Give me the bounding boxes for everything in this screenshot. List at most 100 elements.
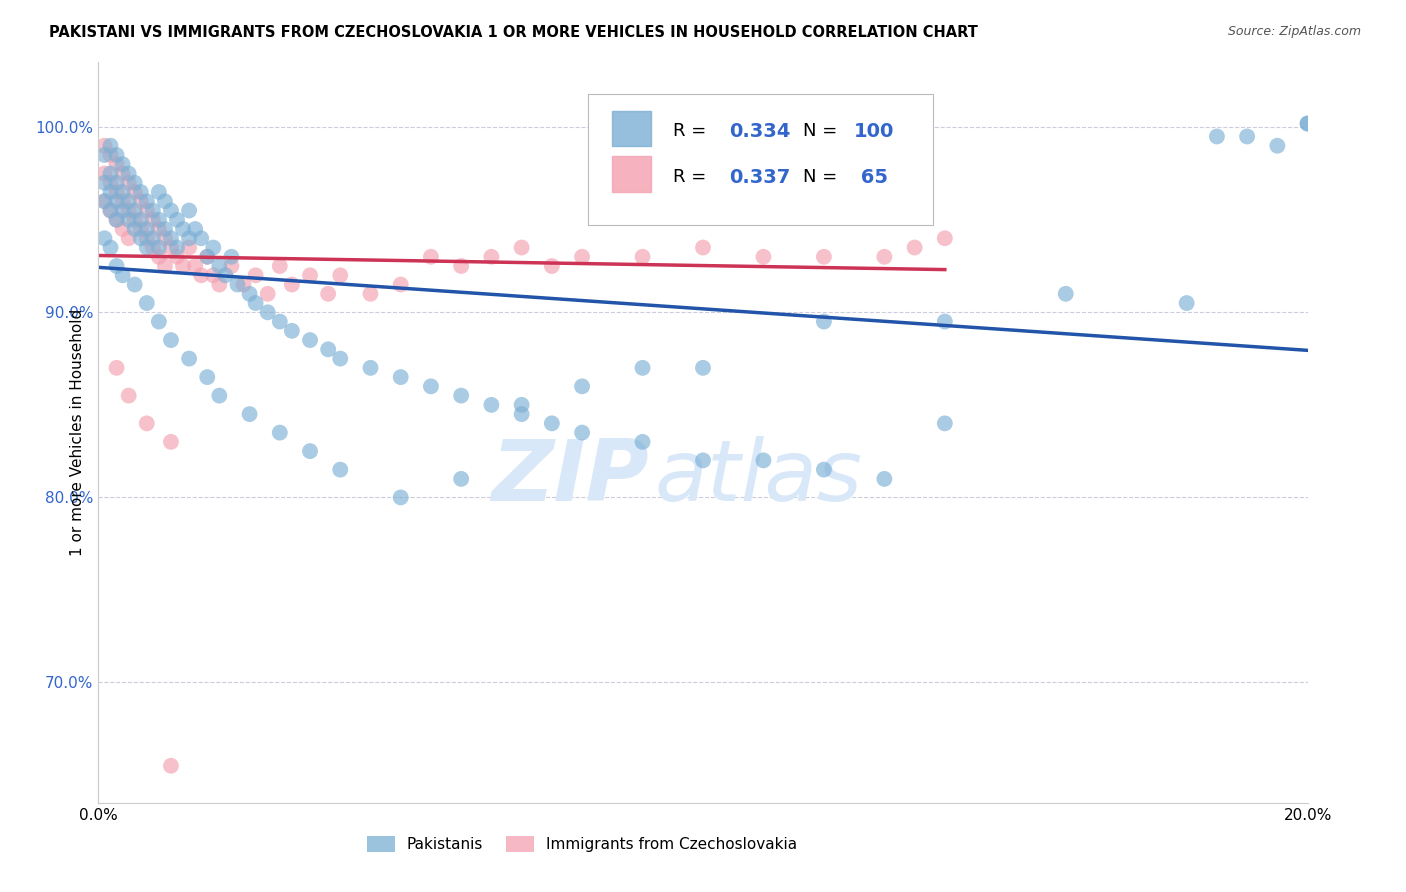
Point [93,231,115,245]
Point [360,286,382,301]
Point [813,250,835,264]
Point [142,212,165,227]
Point [1054,286,1077,301]
Point [118,212,141,227]
Text: N =: N = [803,169,838,186]
Point [118,194,141,209]
Point [118,203,141,218]
Point [135,240,157,254]
Point [208,259,231,273]
Bar [613,111,651,146]
Point [221,259,243,273]
Text: R =: R = [672,122,711,140]
Point [281,277,304,292]
Point [160,758,183,772]
Point [571,250,593,264]
Point [450,389,472,403]
Point [100,240,122,254]
Point [105,212,128,227]
Point [129,222,152,236]
Point [160,240,183,254]
Point [202,240,225,254]
Point [540,417,562,431]
Point [571,425,593,440]
Point [692,240,714,254]
Point [281,324,304,338]
Point [1175,296,1198,310]
Point [179,240,201,254]
Text: atlas: atlas [655,435,863,518]
Point [1236,129,1258,144]
Point [111,268,134,283]
Point [124,212,146,227]
Point [1296,116,1319,130]
Point [93,194,115,209]
Point [195,370,218,384]
Point [481,398,503,412]
Point [389,491,412,505]
Point [873,472,896,486]
Point [142,240,165,254]
Point [160,434,183,449]
FancyBboxPatch shape [588,94,932,226]
Point [118,176,141,190]
Point [111,166,134,180]
Point [135,296,157,310]
Point [329,463,352,477]
Point [124,203,146,218]
Point [540,259,562,273]
Point [124,185,146,199]
Point [160,333,183,347]
Text: N =: N = [803,122,838,140]
Point [1296,116,1319,130]
Point [571,379,593,393]
Point [316,286,339,301]
Point [692,360,714,375]
Point [111,203,134,218]
Point [420,250,443,264]
Point [420,379,443,393]
Point [105,157,128,171]
Point [934,417,956,431]
Text: 0.337: 0.337 [730,168,790,186]
Point [135,417,157,431]
Point [752,453,775,467]
Point [135,231,157,245]
Point [190,268,212,283]
Point [904,240,927,254]
Point [299,333,322,347]
Point [148,222,170,236]
Point [148,185,170,199]
Point [269,259,291,273]
Point [148,250,170,264]
Point [179,351,201,366]
Point [510,240,533,254]
Text: 65: 65 [855,168,889,186]
Point [153,194,176,209]
Point [450,259,472,273]
Point [105,259,128,273]
Point [111,185,134,199]
Point [631,250,654,264]
Point [752,250,775,264]
Point [160,203,183,218]
Point [153,259,176,273]
Text: PAKISTANI VS IMMIGRANTS FROM CZECHOSLOVAKIA 1 OR MORE VEHICLES IN HOUSEHOLD CORR: PAKISTANI VS IMMIGRANTS FROM CZECHOSLOVA… [49,25,979,40]
Point [329,351,352,366]
Point [631,360,654,375]
Point [813,314,835,328]
Point [195,250,218,264]
Point [184,259,207,273]
Point [299,268,322,283]
Point [135,222,157,236]
Point [100,148,122,162]
Point [813,463,835,477]
Point [100,203,122,218]
Point [214,268,236,283]
Point [105,360,128,375]
Point [481,250,503,264]
Point [202,268,225,283]
Point [148,212,170,227]
Point [692,453,714,467]
Point [129,194,152,209]
